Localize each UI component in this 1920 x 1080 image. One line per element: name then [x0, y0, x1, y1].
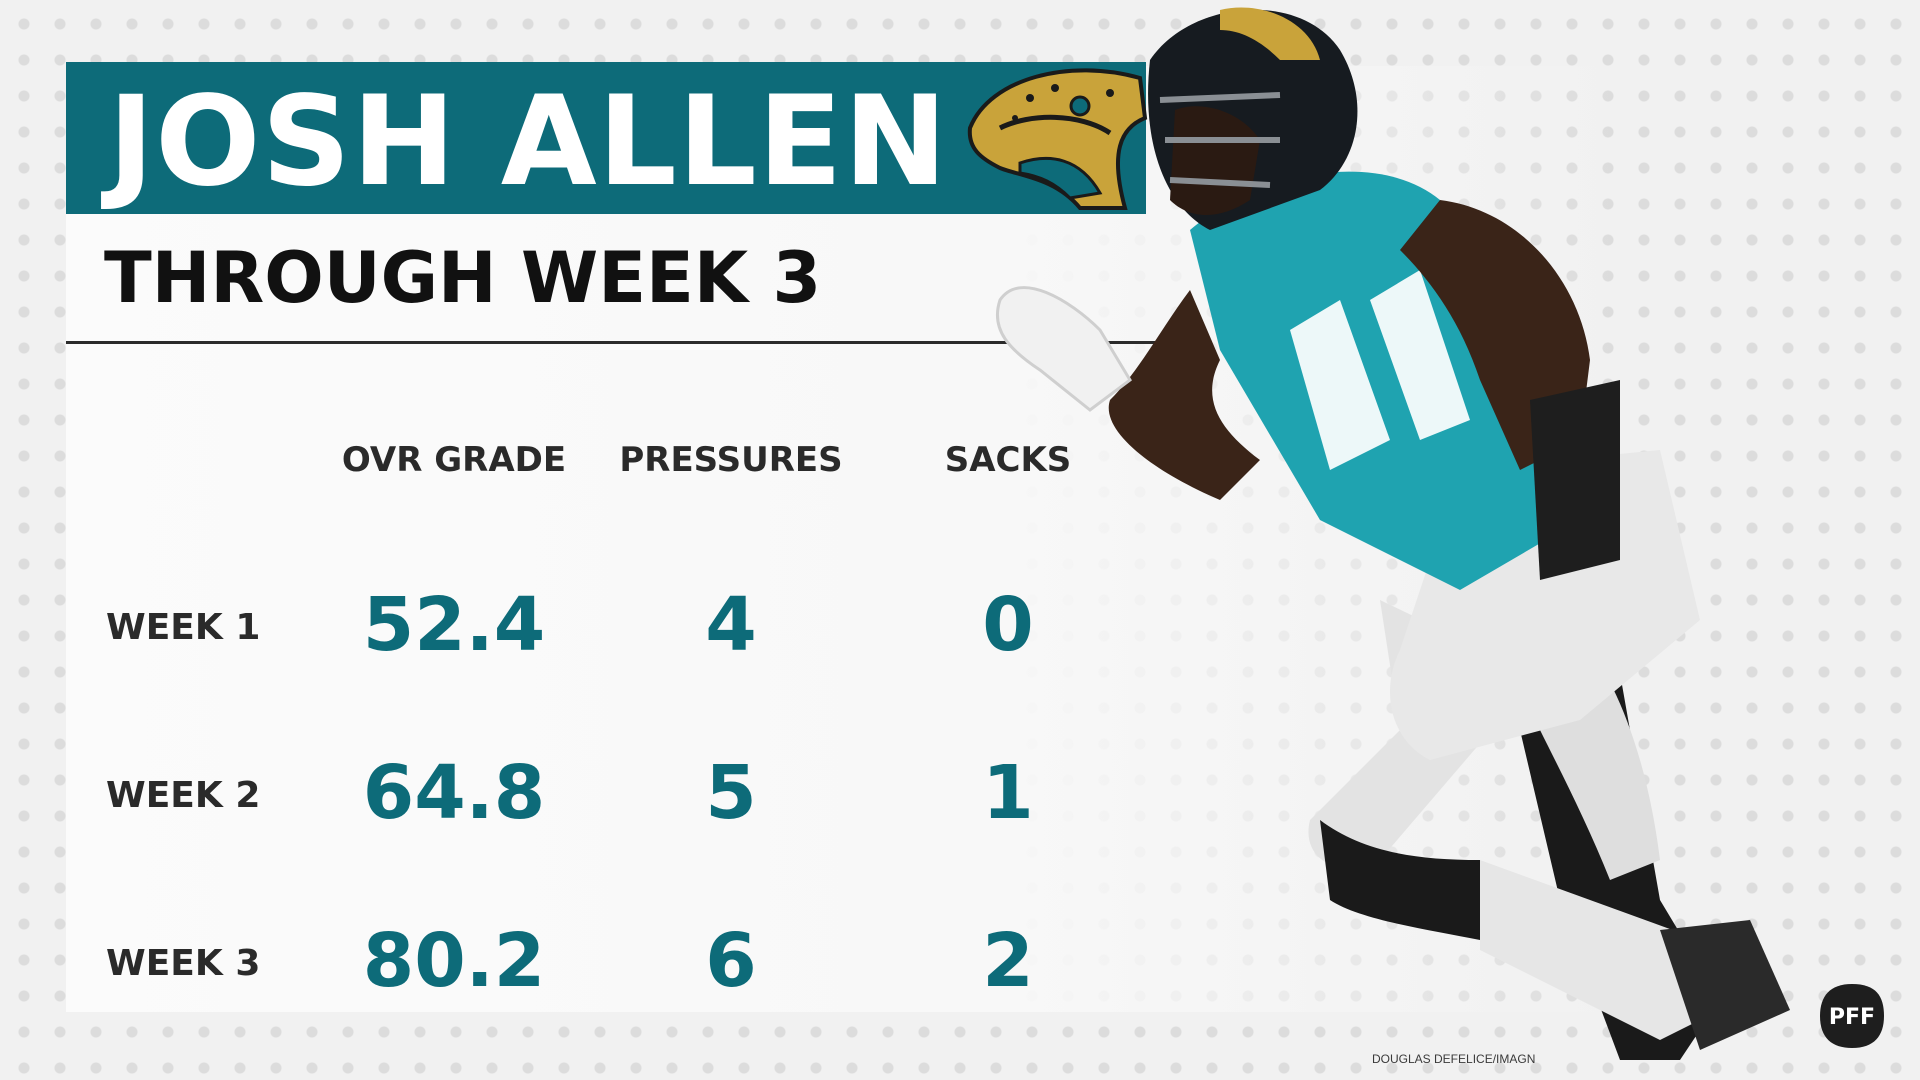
divider-line: [66, 341, 1196, 344]
column-header-sacks: SACKS: [944, 440, 1072, 480]
pff-logo-text: PFF: [1829, 1005, 1875, 1030]
cell-week2-pressures: 5: [705, 750, 757, 836]
subtitle: THROUGH WEEK 3: [104, 237, 822, 319]
row-label-week-3: WEEK 3: [106, 943, 261, 984]
photo-credit: DOUGLAS DEFELICE/IMAGN: [1372, 1052, 1536, 1066]
cell-week3-ovr-grade: 80.2: [362, 918, 546, 1004]
cell-week1-ovr-grade: 52.4: [362, 582, 546, 668]
row-label-week-1: WEEK 1: [106, 607, 261, 648]
player-name-title: JOSH ALLEN: [108, 70, 949, 214]
row-label-week-2: WEEK 2: [106, 775, 261, 816]
jaguars-logo-icon: [967, 68, 1148, 210]
title-bar: [66, 62, 1146, 214]
player-photo: [995, 7, 1790, 1060]
cell-week3-pressures: 6: [705, 918, 757, 1004]
cell-week1-sacks: 0: [982, 582, 1034, 668]
column-header-ovr-grade: OVR GRADE: [341, 440, 567, 480]
cell-week3-sacks: 2: [982, 918, 1034, 1004]
cell-week1-pressures: 4: [705, 582, 757, 668]
cell-week2-sacks: 1: [982, 750, 1034, 836]
pff-logo-icon: PFF: [1820, 984, 1884, 1048]
cell-week2-ovr-grade: 64.8: [362, 750, 546, 836]
column-header-pressures: PRESSURES: [619, 440, 843, 480]
